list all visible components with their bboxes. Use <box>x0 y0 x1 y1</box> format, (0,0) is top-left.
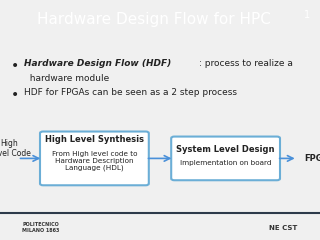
Text: •: • <box>11 88 20 102</box>
Text: •: • <box>11 59 20 73</box>
Text: System Level Design: System Level Design <box>176 145 275 155</box>
Text: FPGA: FPGA <box>304 154 320 163</box>
Text: NE CST: NE CST <box>269 225 298 230</box>
Text: High
Level Code: High Level Code <box>0 139 30 158</box>
Text: Hardware Design Flow for HPC: Hardware Design Flow for HPC <box>37 12 270 27</box>
Text: HDF for FPGAs can be seen as a 2 step process: HDF for FPGAs can be seen as a 2 step pr… <box>24 88 237 97</box>
Text: POLITECNICO
MILANO 1863: POLITECNICO MILANO 1863 <box>22 222 60 233</box>
Text: From High level code to
Hardware Description
Language (HDL): From High level code to Hardware Descrip… <box>52 151 137 171</box>
Text: High Level Synthesis: High Level Synthesis <box>45 135 144 144</box>
Text: Hardware Design Flow (HDF): Hardware Design Flow (HDF) <box>24 59 171 68</box>
Text: : process to realize a: : process to realize a <box>199 59 292 68</box>
Text: 1: 1 <box>304 10 310 20</box>
FancyBboxPatch shape <box>171 137 280 180</box>
Text: hardware module: hardware module <box>24 73 109 83</box>
Text: Implementation on board: Implementation on board <box>180 160 271 167</box>
FancyBboxPatch shape <box>40 132 149 185</box>
